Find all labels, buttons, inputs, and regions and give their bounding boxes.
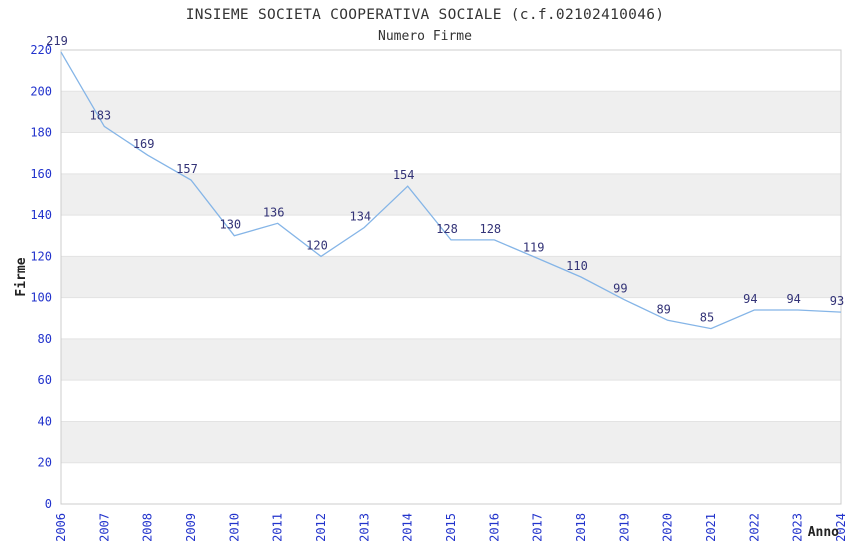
- chart-subtitle: Numero Firme: [378, 29, 472, 44]
- x-tick-label: 2022: [747, 513, 761, 542]
- data-point-label: 157: [176, 162, 198, 176]
- x-tick-label: 2024: [834, 513, 848, 542]
- y-tick-label: 100: [30, 291, 52, 305]
- x-tick-label: 2006: [54, 513, 68, 542]
- x-tick-label: 2019: [617, 513, 631, 542]
- data-point-label: 85: [700, 311, 714, 325]
- y-tick-label: 20: [38, 456, 52, 470]
- y-tick-label: 220: [30, 43, 52, 57]
- y-tick-label: 60: [38, 373, 52, 387]
- x-tick-label: 2017: [531, 513, 545, 542]
- x-axis-ticks: 2006 2007 2008 2009 2010 2011 2012 2013 2014 2015…: [54, 513, 848, 542]
- x-tick-label: 2020: [661, 513, 675, 542]
- x-tick-label: 2021: [704, 513, 718, 542]
- plot-band: [61, 256, 841, 298]
- data-point-label: 130: [219, 218, 241, 232]
- chart-title: INSIEME SOCIETA COOPERATIVA SOCIALE (c.f…: [186, 7, 665, 23]
- x-tick-label: 2014: [401, 513, 415, 542]
- x-tick-label: 2013: [357, 513, 371, 542]
- plot-band: [61, 173, 841, 216]
- data-point-label: 93: [830, 294, 844, 308]
- x-tick-label: 2009: [184, 513, 198, 542]
- data-point-label: 94: [743, 292, 757, 306]
- data-point-label: 219: [46, 34, 68, 48]
- data-labels: 219 183 169 157 130 136 120 134 154 128 128 119 110 9…: [46, 34, 844, 325]
- data-point-label: 94: [786, 292, 800, 306]
- y-axis-title: Firme: [14, 257, 29, 296]
- data-point-label: 183: [89, 108, 111, 122]
- y-tick-label: 40: [38, 414, 52, 428]
- plot-band: [61, 421, 841, 463]
- x-tick-label: 2011: [271, 513, 285, 542]
- y-tick-label: 0: [45, 497, 52, 511]
- data-point-label: 128: [436, 222, 458, 236]
- y-tick-label: 200: [30, 84, 52, 98]
- x-tick-label: 2023: [791, 513, 805, 542]
- plot-band: [61, 91, 841, 133]
- x-axis-title: Anno: [808, 525, 839, 540]
- plot-border: [60, 49, 842, 505]
- x-tick-label: 2018: [574, 513, 588, 542]
- y-tick-label: 180: [30, 126, 52, 140]
- data-point-label: 119: [523, 240, 545, 254]
- y-tick-label: 80: [38, 332, 52, 346]
- x-tick-label: 2008: [141, 513, 155, 542]
- x-tick-label: 2010: [227, 513, 241, 542]
- x-tick-label: 2012: [314, 513, 328, 542]
- data-point-label: 154: [393, 168, 415, 182]
- series-line: [60, 51, 842, 330]
- data-point-label: 136: [263, 205, 285, 219]
- plot-band: [61, 338, 841, 381]
- data-point-label: 89: [656, 302, 670, 316]
- y-tick-label: 140: [30, 208, 52, 222]
- data-point-label: 128: [479, 222, 501, 236]
- data-point-label: 99: [613, 282, 627, 296]
- y-tick-label: 160: [30, 167, 52, 181]
- data-point-label: 134: [349, 209, 371, 223]
- plot-bands: [61, 91, 841, 463]
- gridlines: [61, 90, 841, 464]
- x-tick-label: 2007: [97, 513, 111, 542]
- x-tick-label: 2015: [444, 513, 458, 542]
- data-point-label: 110: [566, 259, 588, 273]
- data-point-label: 169: [133, 137, 155, 151]
- y-axis-ticks: 0 20 40 60 80 100 120 140 160 180 200 220: [30, 43, 52, 511]
- y-tick-label: 120: [30, 249, 52, 263]
- data-point-label: 120: [306, 238, 328, 252]
- x-tick-label: 2016: [487, 513, 501, 542]
